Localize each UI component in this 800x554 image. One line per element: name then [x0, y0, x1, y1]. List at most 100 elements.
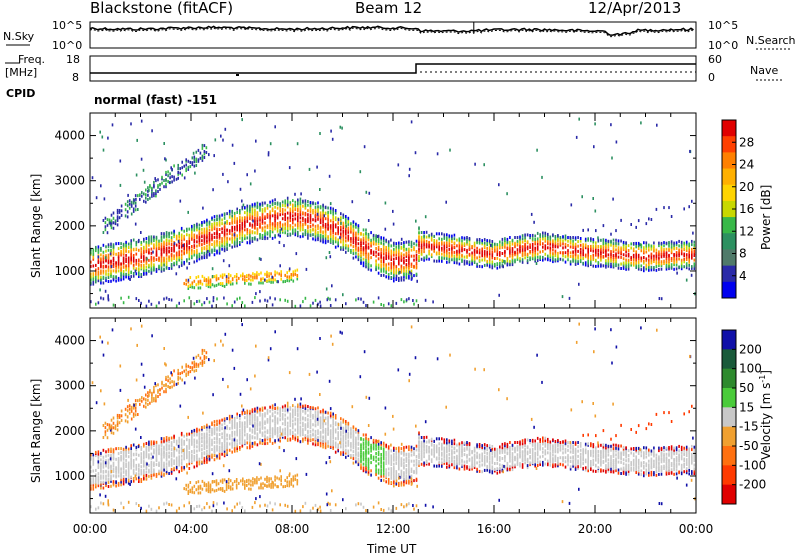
power-cell — [161, 175, 163, 179]
velocity-cell — [211, 448, 213, 451]
velocity-cell — [160, 461, 163, 465]
power-cell — [559, 242, 562, 246]
power-cell — [572, 259, 574, 263]
power-cell — [246, 229, 249, 233]
velocity-cell — [163, 450, 165, 454]
velocity-cell — [294, 422, 297, 426]
power-cell — [398, 250, 400, 253]
freq-label-line1: Freq. — [18, 53, 46, 66]
power-cell — [483, 250, 486, 254]
velocity-cell — [110, 474, 112, 478]
power-cell — [165, 238, 168, 242]
velocity-cell — [236, 416, 238, 419]
power-cell — [259, 218, 261, 222]
velocity-cell — [317, 441, 319, 445]
power-cell — [430, 246, 433, 250]
power-cell — [120, 249, 122, 253]
power-cell — [610, 259, 612, 263]
power-cell — [347, 247, 350, 251]
power-cell — [254, 225, 256, 229]
power-cell — [302, 204, 304, 208]
velocity-cell — [132, 471, 135, 475]
velocity-cell — [125, 477, 127, 481]
power-cell — [600, 250, 602, 254]
velocity-cell — [314, 437, 317, 441]
power-cell — [516, 243, 519, 247]
velocity-cell — [254, 421, 256, 425]
power-cell — [322, 230, 324, 234]
power-cell — [476, 250, 478, 253]
power-cell — [226, 246, 228, 250]
power-cell — [112, 211, 115, 215]
power-cell — [297, 204, 299, 208]
power-cell — [266, 206, 269, 210]
velocity-cell — [100, 470, 102, 474]
velocity-cell — [226, 426, 228, 430]
power-cell — [272, 278, 274, 282]
power-cell — [221, 241, 223, 245]
velocity-cell — [92, 454, 95, 458]
power-cell — [218, 216, 221, 220]
power-cell — [691, 266, 693, 270]
power-cell — [395, 250, 398, 254]
velocity-cell — [264, 420, 266, 424]
power-cell — [288, 166, 291, 170]
power-cell — [193, 250, 196, 253]
power-cell — [165, 260, 168, 264]
power-cell — [216, 239, 218, 243]
velocity-cell — [178, 449, 180, 453]
velocity-cell — [206, 452, 208, 456]
velocity-cell — [289, 414, 292, 418]
power-cell — [110, 265, 113, 268]
power-cell — [511, 258, 514, 262]
power-cell — [180, 233, 183, 237]
power-cell — [342, 233, 345, 237]
power-cell — [680, 240, 683, 244]
velocity-cell — [239, 420, 241, 424]
power-cell — [251, 212, 254, 216]
velocity-cell — [112, 450, 115, 454]
power-cell — [294, 212, 297, 216]
power-cell — [142, 168, 145, 172]
power-cell — [328, 251, 331, 254]
power-cell — [140, 263, 143, 267]
power-cell — [124, 202, 127, 206]
power-cell — [678, 244, 680, 248]
power-cell — [141, 194, 143, 198]
power-cell — [410, 120, 413, 124]
power-cell — [120, 251, 122, 255]
power-cell — [153, 265, 155, 269]
power-cell — [615, 257, 617, 261]
velocity-cell — [228, 420, 231, 424]
velocity-cell — [168, 454, 170, 458]
power-cell — [286, 221, 289, 225]
power-cell — [428, 252, 430, 256]
power-cell — [120, 278, 122, 282]
velocity-cell — [90, 453, 92, 457]
power-cell — [590, 257, 592, 261]
velocity-cell — [198, 460, 201, 463]
power-cell — [165, 265, 168, 269]
power-cell — [438, 245, 440, 249]
power-cell — [655, 257, 658, 261]
power-cell — [365, 253, 367, 257]
power-cell — [201, 251, 203, 255]
velocity-cell — [122, 477, 125, 481]
power-cell — [193, 158, 196, 162]
power-cell — [213, 218, 216, 222]
velocity-cell — [324, 436, 327, 440]
power-cell — [225, 280, 228, 283]
power-cell — [212, 188, 214, 192]
power-cell — [688, 258, 690, 262]
velocity-cell — [198, 428, 201, 432]
power-cell — [478, 255, 481, 259]
power-cell — [258, 281, 260, 285]
velocity-cell — [158, 447, 160, 451]
power-cell — [521, 258, 524, 262]
velocity-cell — [170, 441, 173, 445]
power-cell — [393, 265, 395, 269]
power-cell — [158, 266, 160, 270]
power-cell — [107, 276, 110, 279]
velocity-cell — [208, 425, 211, 429]
velocity-cell — [196, 458, 198, 462]
